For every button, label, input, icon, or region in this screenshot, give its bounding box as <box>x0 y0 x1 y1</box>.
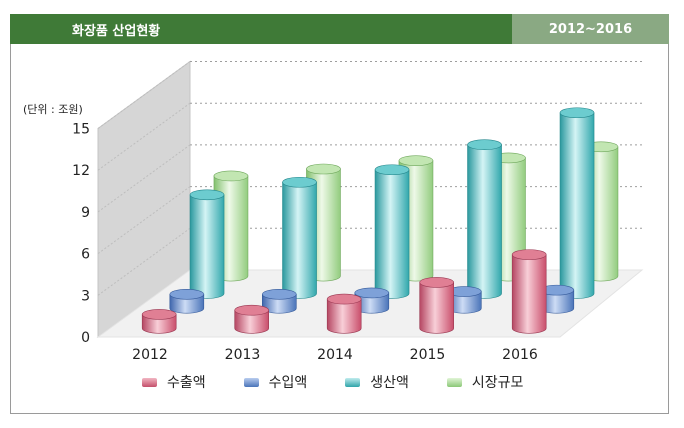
bar-production-2016 <box>559 107 595 299</box>
x-tick-label: 2016 <box>502 347 538 363</box>
unit-label: (단위 : 조원) <box>23 103 83 116</box>
bar-production-2015 <box>467 139 502 299</box>
bar-import-2014 <box>354 287 390 314</box>
year-range: 2012~2016 <box>512 14 669 44</box>
bar-export-2015 <box>419 277 455 334</box>
y-tick-label: 12 <box>72 163 90 179</box>
chart-bars <box>141 107 619 334</box>
x-tick-label: 2012 <box>132 347 168 363</box>
wall-gridline <box>97 186 191 255</box>
wall-gridline <box>97 102 191 171</box>
bar-production-2014 <box>374 164 410 299</box>
wall-gridline <box>97 227 191 296</box>
x-tick-label: 2014 <box>317 347 353 363</box>
bar-export-2014 <box>326 293 362 334</box>
chart-title: 화장품 산업현황 <box>10 14 512 44</box>
x-tick-label: 2013 <box>225 347 261 363</box>
legend-swatch-market <box>446 377 462 387</box>
chart-panel <box>10 44 669 414</box>
legend-label-export: 수출액 <box>167 375 206 391</box>
legend-swatch-production <box>345 377 361 387</box>
chart-gridlines <box>97 61 645 296</box>
bar-import-2012 <box>169 288 205 314</box>
legend-item-export: 수출액 <box>142 372 206 392</box>
legend-label-market: 시장규모 <box>471 375 524 391</box>
y-tick-label: 15 <box>72 122 90 138</box>
legend-swatch-export <box>142 377 157 387</box>
wall-gridline <box>97 61 191 129</box>
bar-production-2012 <box>189 189 225 299</box>
bar-export-2013 <box>234 304 269 334</box>
bar-export-2012 <box>141 309 177 334</box>
chart-header: 화장품 산업현황 2012~2016 <box>10 14 669 44</box>
x-axis-ticks: 2012 2013 2014 2015 2016 <box>132 347 538 363</box>
x-tick-label: 2015 <box>410 347 446 363</box>
y-tick-label: 9 <box>81 205 90 221</box>
legend-item-production: 생산액 <box>345 372 409 392</box>
legend-label-import: 수입액 <box>268 375 308 391</box>
bar-production-2013 <box>282 176 317 299</box>
legend-label-production: 생산액 <box>370 375 409 391</box>
y-axis-ticks: 0 3 6 9 12 15 <box>72 122 90 347</box>
wall-gridline <box>97 144 191 213</box>
y-tick-label: 0 <box>81 330 90 346</box>
y-tick-label: 3 <box>81 288 90 304</box>
legend-swatch-import <box>243 377 259 387</box>
y-tick-label: 6 <box>81 247 90 263</box>
legend-item-market: 시장규모 <box>446 372 524 392</box>
legend-item-import: 수입액 <box>243 372 308 392</box>
bar-export-2016 <box>511 249 547 334</box>
chart-legend: 수출액 수입액 생산액 시장규모 <box>142 372 561 392</box>
